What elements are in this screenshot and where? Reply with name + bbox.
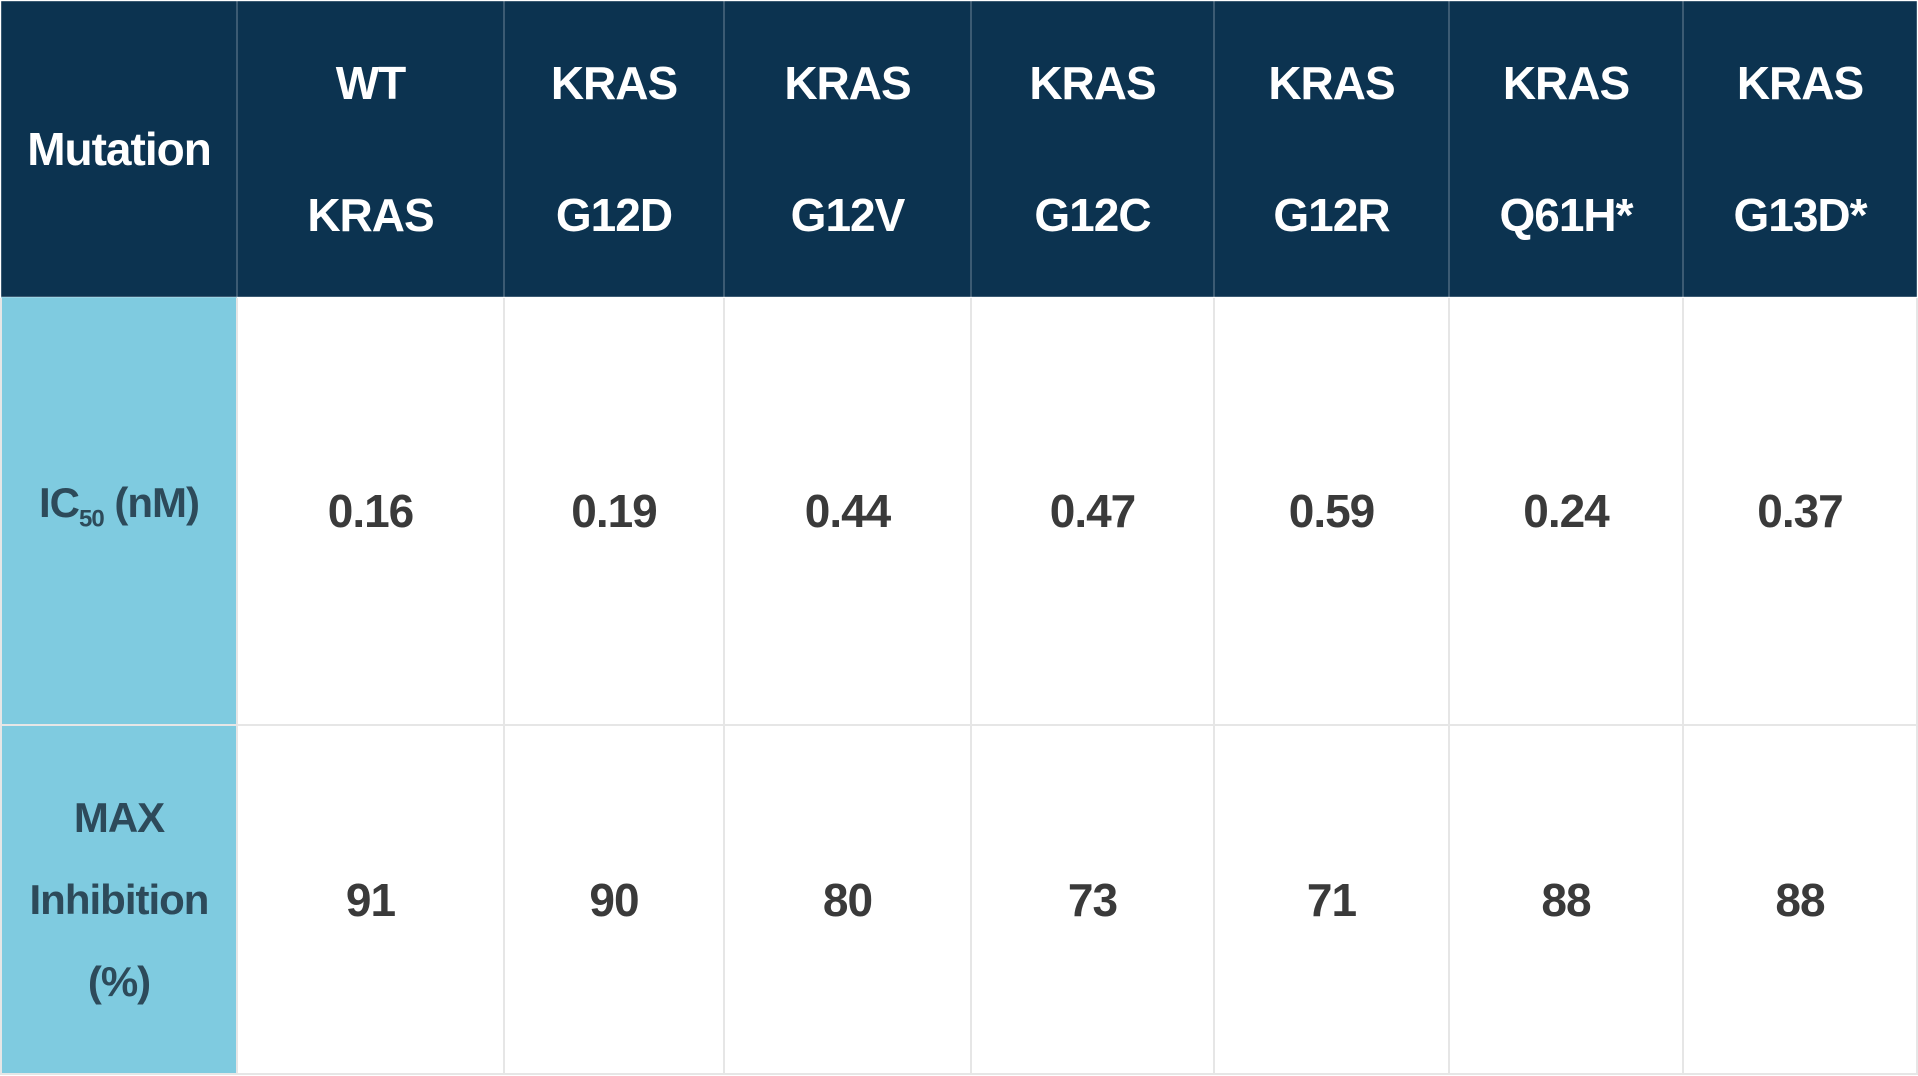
header-line: KRAS — [307, 189, 434, 241]
header-cell: KRAS G13D* — [1682, 0, 1918, 298]
value-cell: 91 — [236, 724, 505, 1075]
header-line: KRAS — [1502, 57, 1630, 109]
value-cell: 88 — [1448, 724, 1684, 1075]
value-cell: 0.59 — [1213, 296, 1450, 726]
label-unit: (nM) — [114, 478, 200, 526]
row-label: MAX Inhibition (%) — [0, 724, 238, 1075]
value-cell: 0.24 — [1448, 296, 1684, 726]
header-cell: KRAS G12C — [970, 0, 1215, 298]
value-cell: 71 — [1213, 724, 1450, 1075]
value-cell: 0.44 — [723, 296, 972, 726]
header-line: WT — [335, 57, 407, 109]
header-cell: WT KRAS — [236, 0, 505, 298]
header-line: KRAS — [550, 57, 678, 109]
header-line: G12C — [1034, 189, 1151, 241]
header-cell: KRAS G12R — [1213, 0, 1450, 298]
header-cell: KRAS Q61H* — [1448, 0, 1684, 298]
header-line: Q61H* — [1499, 189, 1633, 241]
label-text: IC — [39, 478, 80, 526]
value-cell: 88 — [1682, 724, 1918, 1075]
label-subscript: 50 — [79, 505, 105, 533]
row-label: IC50 (nM) — [0, 296, 238, 726]
header-line: KRAS — [1029, 57, 1156, 109]
value-cell: 0.47 — [970, 296, 1215, 726]
header-line: G12D — [555, 189, 673, 241]
value-cell: 0.37 — [1682, 296, 1918, 726]
header-row: Mutation WT KRAS KRAS G12D KRAS G12V KRAS G12C KR… — [0, 0, 1918, 298]
value-cell: 0.19 — [503, 296, 725, 726]
value-cell: 73 — [970, 724, 1215, 1075]
header-line: G13D* — [1733, 189, 1867, 241]
header-cell: KRAS G12D — [503, 0, 725, 298]
header-line: KRAS — [1736, 57, 1864, 109]
label-line: MAX Inhibition — [29, 793, 210, 923]
header-line: G12V — [790, 189, 906, 241]
header-cell: Mutation — [0, 0, 238, 298]
value-cell: 90 — [503, 724, 725, 1075]
header-cell: KRAS G12V — [723, 0, 972, 298]
header-line: G12R — [1273, 189, 1390, 241]
header-line: KRAS — [784, 57, 911, 109]
header-line: KRAS — [1268, 57, 1395, 109]
data-row: MAX Inhibition (%) 91 90 80 73 71 88 88 — [0, 724, 1918, 1075]
value-cell: 80 — [723, 724, 972, 1075]
data-row: IC50 (nM) 0.16 0.19 0.44 0.47 0.59 0.24 0.37 — [0, 296, 1918, 726]
header-line: Mutation — [27, 123, 212, 175]
label-line: (%) — [87, 957, 151, 1005]
value-cell: 0.16 — [236, 296, 505, 726]
